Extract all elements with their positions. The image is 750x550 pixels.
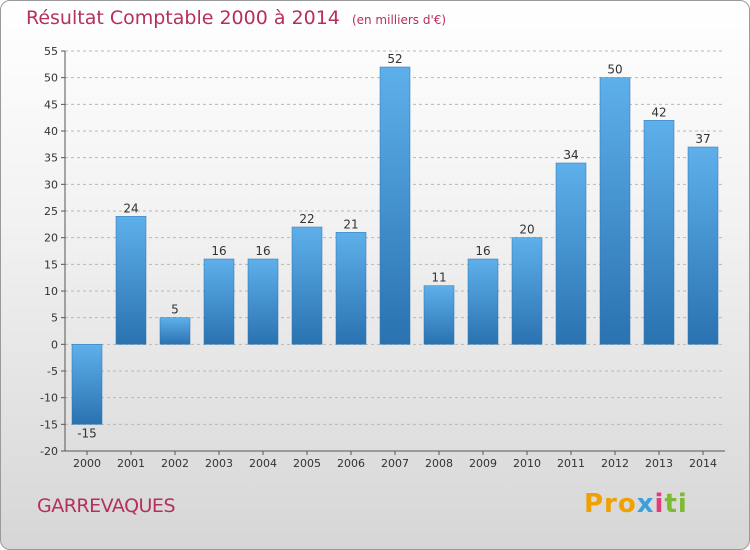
- data-label: 21: [343, 217, 358, 231]
- bar: [467, 258, 499, 345]
- y-tick-label: 25: [44, 205, 58, 218]
- bar: [599, 77, 631, 345]
- y-tick-label: 5: [51, 312, 58, 325]
- bar: [687, 146, 719, 345]
- x-tick-label: 2013: [645, 457, 673, 470]
- chart-title: Résultat Comptable 2000 à 2014 (en milli…: [26, 7, 446, 29]
- logo-part-3: i: [654, 489, 665, 519]
- data-label: 37: [695, 132, 710, 146]
- proxiti-logo[interactable]: Proxiti: [584, 489, 688, 519]
- logo-part-4: ti: [664, 489, 688, 519]
- x-tick-label: 2006: [337, 457, 365, 470]
- bar: [291, 226, 323, 345]
- x-tick-label: 2002: [161, 457, 189, 470]
- y-tick-label: 45: [44, 98, 58, 111]
- logo-part-1: Pro: [584, 489, 637, 519]
- x-tick-label: 2011: [557, 457, 585, 470]
- data-label: 34: [563, 148, 578, 162]
- data-label: 42: [651, 105, 666, 119]
- x-tick-label: 2003: [205, 457, 233, 470]
- title-text: Résultat Comptable 2000 à 2014: [26, 7, 340, 29]
- y-tick-label: 40: [44, 125, 58, 138]
- x-tick-label: 2012: [601, 457, 629, 470]
- bar: [247, 258, 279, 345]
- data-labels: -15 24 5 16 16 22 21 52 11 16 20 34 50 42 37: [77, 52, 710, 440]
- data-label: -15: [77, 426, 97, 440]
- y-tick-label: 10: [44, 285, 58, 298]
- bar: [555, 162, 587, 345]
- data-label: 20: [519, 223, 534, 237]
- bar: [511, 237, 543, 345]
- y-tick-label: -20: [40, 445, 58, 458]
- y-tick-label: -10: [40, 392, 58, 405]
- bars: [71, 66, 719, 425]
- y-tick-label: 55: [44, 45, 58, 58]
- bar: [203, 258, 235, 345]
- bar: [423, 285, 455, 345]
- y-tick-label: 35: [44, 152, 58, 165]
- y-tick-label: 50: [44, 72, 58, 85]
- x-tick-label: 2009: [469, 457, 497, 470]
- y-tick-label: -15: [40, 418, 58, 431]
- data-label: 16: [255, 244, 270, 258]
- data-label: 52: [387, 52, 402, 66]
- data-label: 22: [299, 212, 314, 226]
- bar: [115, 216, 147, 345]
- y-tick-label: 30: [44, 178, 58, 191]
- bar: [643, 120, 675, 345]
- data-label: 50: [607, 63, 622, 77]
- x-tick-label: 2001: [117, 457, 145, 470]
- x-tick-label: 2008: [425, 457, 453, 470]
- logo-part-2: x: [636, 489, 655, 519]
- bar: [379, 66, 411, 345]
- data-label: 16: [475, 244, 490, 258]
- bar: [335, 232, 367, 345]
- x-tick-label: 2014: [689, 457, 717, 470]
- y-tick-label: 15: [44, 258, 58, 271]
- y-tick-label: -5: [47, 365, 58, 378]
- x-tick-label: 2007: [381, 457, 409, 470]
- x-tick-label: 2004: [249, 457, 277, 470]
- commune-name: GARREVAQUES: [37, 495, 176, 517]
- data-label: 11: [431, 271, 446, 285]
- data-label: 24: [123, 201, 138, 215]
- bar: [71, 344, 103, 425]
- data-label: 5: [171, 303, 179, 317]
- x-tick-label: 2000: [73, 457, 101, 470]
- x-tick-label: 2010: [513, 457, 541, 470]
- y-tick-label: 0: [51, 338, 58, 351]
- bar: [159, 317, 191, 345]
- y-tick-label: 20: [44, 232, 58, 245]
- title-unit: (en milliers d'€): [351, 13, 447, 27]
- x-tick-label: 2005: [293, 457, 321, 470]
- data-label: 16: [211, 244, 226, 258]
